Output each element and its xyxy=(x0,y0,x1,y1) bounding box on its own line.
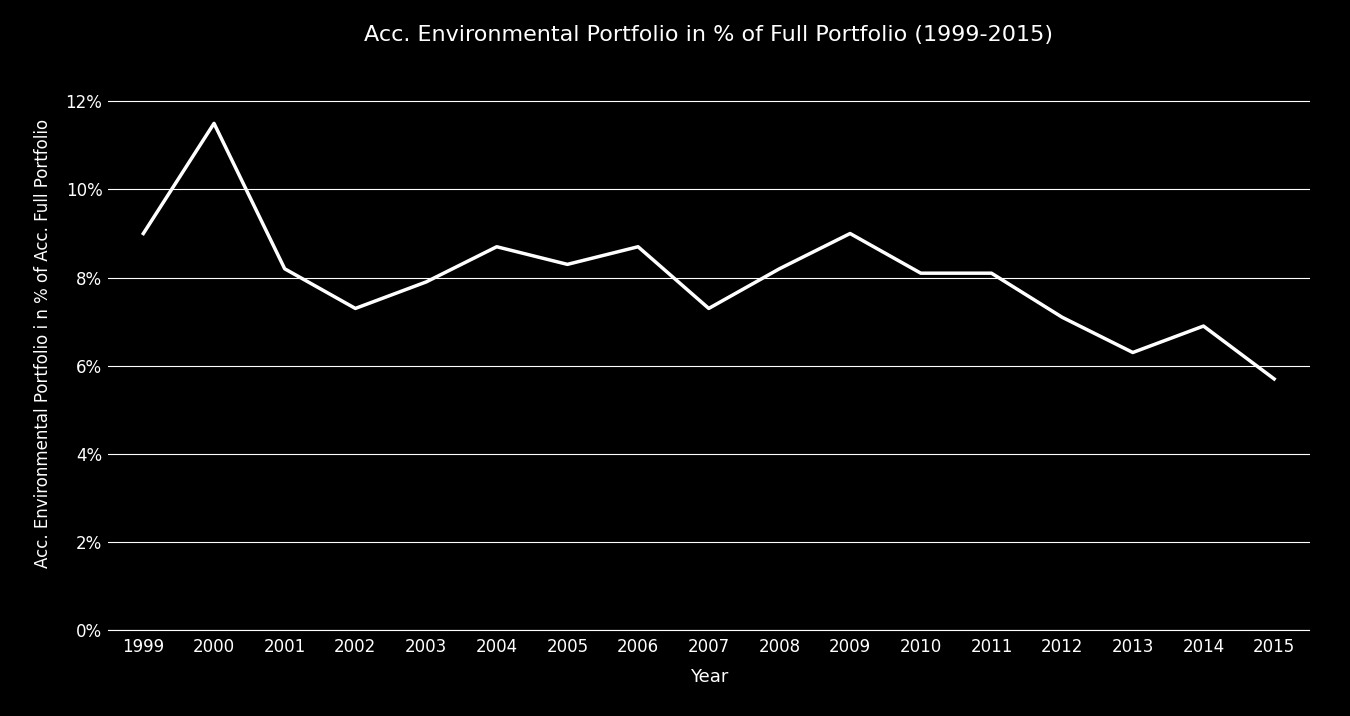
Y-axis label: Acc. Environmental Portfolio i n % of Acc. Full Portfolio: Acc. Environmental Portfolio i n % of Ac… xyxy=(34,119,51,569)
X-axis label: Year: Year xyxy=(690,667,728,685)
Title: Acc. Environmental Portfolio in % of Full Portfolio (1999-2015): Acc. Environmental Portfolio in % of Ful… xyxy=(364,24,1053,44)
